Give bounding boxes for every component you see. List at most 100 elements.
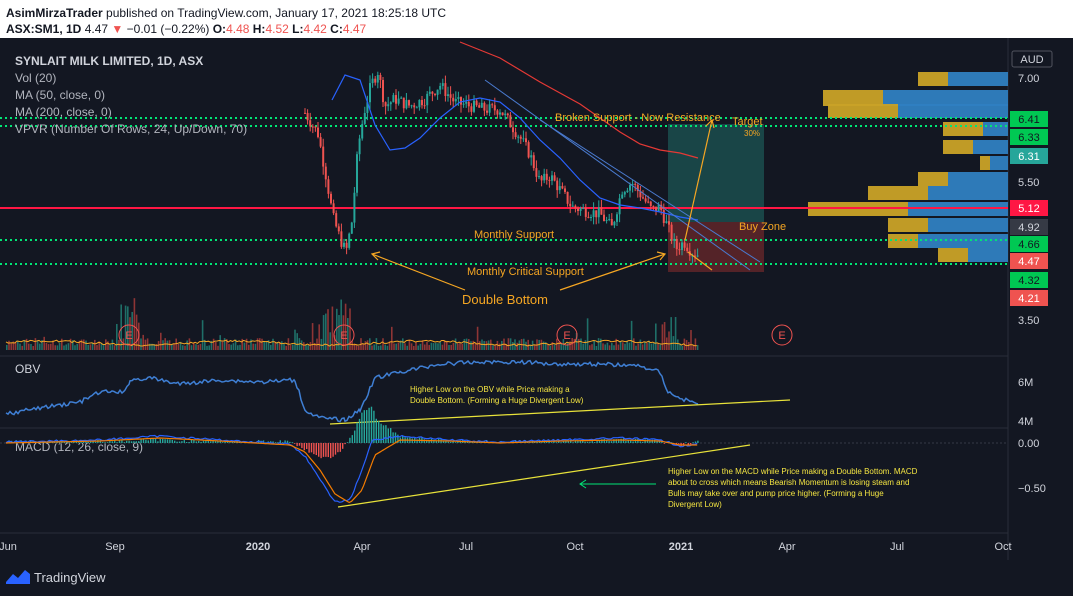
time-tick: 2021 <box>669 541 693 553</box>
volume-bar <box>331 306 334 350</box>
candle-body <box>548 179 551 181</box>
macd-hist-bar <box>541 442 543 443</box>
candle-body <box>408 100 410 106</box>
vpvr-histogram <box>808 72 1008 262</box>
volume-bar <box>439 341 441 350</box>
vpvr-down-bar <box>823 90 883 106</box>
price-badge <box>1010 253 1048 269</box>
volume-bar <box>45 342 48 350</box>
legend-ma200: MA (200, close, 0) <box>15 105 112 119</box>
candle-body <box>384 102 387 107</box>
candle-body <box>447 94 449 97</box>
last-price: 4.47 <box>84 22 109 36</box>
macd-hist-bar <box>591 441 593 443</box>
macd-hist-bar <box>186 442 188 443</box>
volume-bar <box>446 340 448 350</box>
volume-ma-line <box>5 339 697 347</box>
volume-bar <box>54 345 56 350</box>
candle-body <box>493 105 496 111</box>
candle-body <box>436 89 439 95</box>
volume-bar <box>67 343 70 350</box>
volume-bar <box>476 326 479 350</box>
volume-bar <box>195 344 197 350</box>
volume-bar <box>388 341 391 350</box>
macd-hist-bar <box>694 441 697 443</box>
candle-body <box>696 255 699 257</box>
macd-hist-bar <box>87 442 89 443</box>
candle-body <box>662 210 665 223</box>
volume-bar <box>430 342 433 350</box>
volume-bar <box>177 344 180 350</box>
candle-body <box>525 138 527 143</box>
macd-hist-bar <box>627 440 629 443</box>
candle-body <box>629 185 631 191</box>
volume-bar <box>69 338 72 350</box>
candle-body <box>483 102 486 111</box>
volume-bar <box>300 340 303 350</box>
candle-body <box>473 100 475 112</box>
price-badge <box>1010 290 1048 306</box>
volume-bar <box>272 338 274 350</box>
volume-bar <box>254 343 257 350</box>
volume-bar <box>426 341 428 350</box>
macd-hist-bar <box>334 443 337 455</box>
candle-body <box>439 85 442 90</box>
volume-bar <box>635 345 637 350</box>
vpvr-up-bar <box>983 122 1008 136</box>
volume-bar <box>305 344 307 350</box>
brand-name[interactable]: TradingView <box>34 570 106 585</box>
candle-body <box>551 175 553 181</box>
vpvr-up-bar <box>918 234 1008 248</box>
candle-body <box>657 204 660 212</box>
macd-hist-bar <box>162 438 164 443</box>
macd-hist-bar <box>154 438 157 443</box>
candle-body <box>452 97 455 102</box>
time-tick: Oct <box>994 541 1011 553</box>
candle-body <box>571 205 574 207</box>
volume-bar <box>551 342 554 350</box>
author-name[interactable]: AsimMirzaTrader <box>6 6 103 20</box>
volume-bar <box>34 338 37 350</box>
macd-hist-bar <box>574 440 577 443</box>
volume-bar <box>186 340 188 350</box>
volume-bar <box>338 315 340 350</box>
candle-body <box>587 216 590 218</box>
volume-bar <box>314 343 316 350</box>
vpvr-down-bar <box>980 156 990 170</box>
volume-bar <box>646 342 648 350</box>
volume-bar <box>327 309 329 350</box>
price-badge-label: 6.31 <box>1018 151 1039 163</box>
chart-canvas[interactable]: Broken Support - Now Resistance Target 3… <box>0 38 1073 560</box>
price-change: −0.01 (−0.22%) <box>126 22 210 36</box>
volume-bar <box>83 339 85 350</box>
macd-hist-bar <box>608 441 610 443</box>
target-pct-label: 30% <box>744 129 760 138</box>
volume-bar <box>659 344 661 350</box>
candle-body <box>382 80 384 103</box>
candle-body <box>327 179 330 194</box>
candle-body <box>304 112 306 114</box>
currency-label[interactable]: AUD <box>1020 54 1043 66</box>
macd-hist-bar <box>303 443 305 451</box>
price-tick: 3.50 <box>1018 315 1039 327</box>
candle-body <box>387 104 390 107</box>
macd-hist-bar <box>368 407 370 443</box>
volume-bar <box>80 339 83 350</box>
candle-body <box>499 112 501 115</box>
volume-bar <box>604 344 606 350</box>
tradingview-logo-icon <box>6 570 30 584</box>
volume-bar <box>43 336 45 350</box>
macd-hist-bar <box>279 440 281 443</box>
candle-body <box>642 197 644 199</box>
volume-bar <box>285 345 287 350</box>
monthly-critical-label: Monthly Critical Support <box>467 266 584 278</box>
macd-hist-bar <box>284 440 286 443</box>
macd-hist-bar <box>358 418 361 443</box>
time-tick: Apr <box>778 541 795 553</box>
candle-body <box>457 97 460 99</box>
candle-body <box>668 221 670 225</box>
candle-body <box>366 102 369 113</box>
macd-hist-bar <box>123 442 125 443</box>
symbol-line: ASX:SM1, 1D 4.47 ▼ −0.01 (−0.22%) O:4.48… <box>6 22 366 36</box>
